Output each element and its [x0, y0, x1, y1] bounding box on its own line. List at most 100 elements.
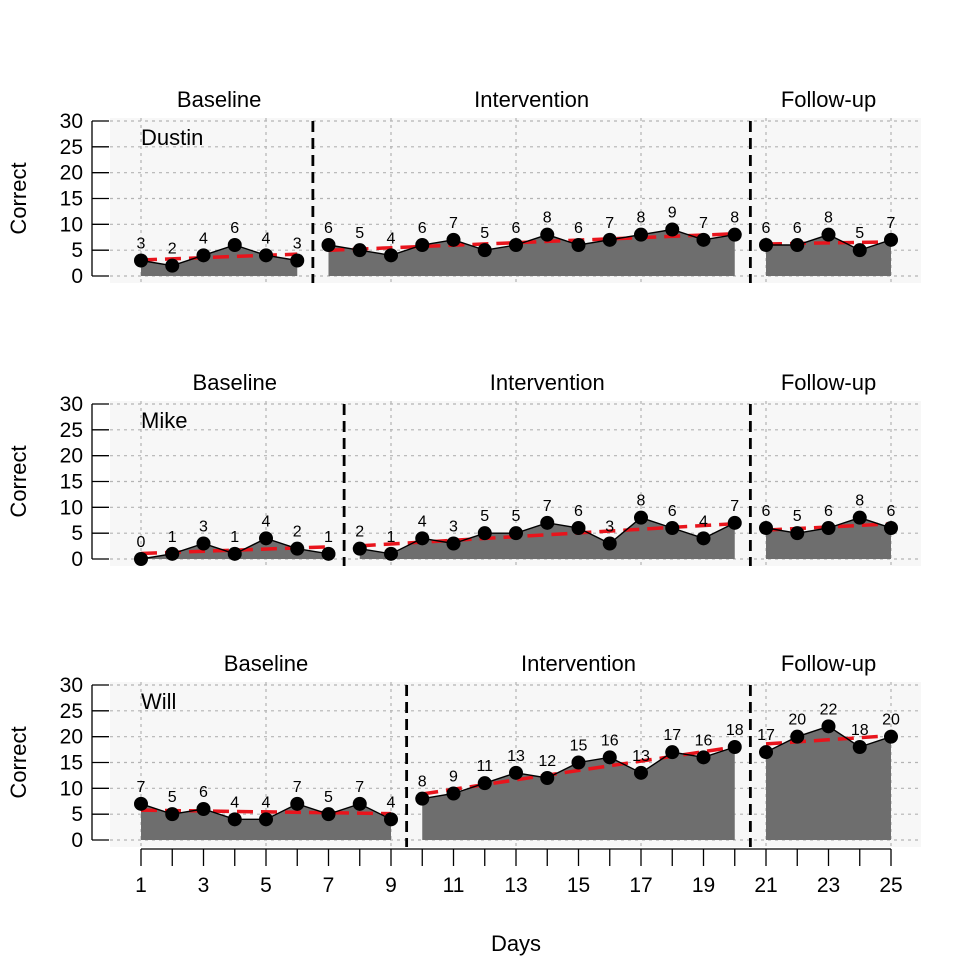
- data-value-label: 15: [570, 738, 588, 755]
- data-point: [415, 531, 430, 546]
- data-value-label: 12: [538, 753, 556, 770]
- data-value-label: 8: [730, 210, 739, 227]
- data-value-label: 17: [663, 727, 681, 744]
- y-axis-label: Correct: [6, 726, 31, 798]
- data-value-label: 2: [355, 524, 364, 541]
- data-point: [352, 541, 367, 556]
- data-point: [821, 521, 836, 535]
- participant-label: Dustin: [141, 125, 203, 150]
- y-tick-label: 5: [71, 803, 83, 826]
- data-point: [259, 531, 273, 546]
- data-value-label: 8: [543, 210, 552, 227]
- data-value-label: 4: [262, 794, 271, 811]
- data-value-label: 13: [632, 748, 650, 765]
- data-point: [790, 729, 805, 744]
- data-value-label: 7: [605, 215, 614, 232]
- data-point: [634, 227, 648, 242]
- data-point: [321, 238, 336, 252]
- trend-line: [140, 808, 392, 816]
- data-point: [446, 786, 461, 801]
- data-value-label: 18: [851, 722, 869, 739]
- data-point: [602, 232, 617, 247]
- phase-area: [422, 747, 735, 840]
- data-point: [227, 546, 242, 561]
- data-value-label: 5: [855, 225, 864, 242]
- data-value-label: 6: [762, 503, 771, 520]
- x-tick-label: 1: [135, 874, 147, 897]
- data-point: [696, 750, 711, 765]
- x-tick-label: 13: [504, 874, 527, 897]
- x-tick-label: 23: [817, 874, 840, 897]
- data-value-label: 6: [824, 503, 833, 520]
- data-value-label: 20: [788, 712, 806, 729]
- data-point: [884, 521, 898, 535]
- data-value-label: 5: [512, 508, 521, 525]
- data-point: [571, 755, 586, 770]
- data-value-label: 7: [887, 215, 896, 232]
- phase-area: [328, 229, 735, 276]
- data-point: [852, 243, 867, 258]
- phase-label: Baseline: [193, 370, 277, 395]
- data-value-label: 4: [262, 230, 271, 247]
- data-point: [290, 253, 305, 268]
- trend-line: [765, 733, 892, 746]
- data-value-label: 4: [230, 794, 239, 811]
- data-value-label: 4: [418, 513, 427, 530]
- data-value-label: 9: [668, 205, 677, 222]
- data-value-label: 3: [449, 519, 458, 536]
- x-tick-label: 5: [260, 874, 272, 897]
- data-value-label: 6: [324, 220, 333, 237]
- data-value-label: 6: [574, 220, 583, 237]
- data-value-label: 6: [887, 503, 896, 520]
- data-point: [290, 796, 305, 811]
- trend-line: [328, 232, 735, 253]
- phase-label: Baseline: [224, 651, 308, 676]
- data-point: [602, 536, 617, 551]
- data-point: [852, 510, 867, 525]
- data-value-label: 5: [168, 789, 177, 806]
- data-value-label: 3: [137, 236, 146, 253]
- data-point: [884, 729, 898, 744]
- y-tick-label: 10: [60, 213, 83, 236]
- data-value-label: 16: [601, 732, 619, 749]
- phase-area: [766, 517, 891, 559]
- data-value-label: 3: [199, 519, 208, 536]
- data-value-label: 6: [762, 220, 771, 237]
- y-tick-label: 0: [71, 829, 83, 852]
- data-value-label: 0: [137, 534, 146, 551]
- y-tick-label: 5: [71, 239, 83, 262]
- y-tick-label: 25: [60, 136, 83, 159]
- data-point: [352, 796, 367, 811]
- phase-label: Intervention: [490, 370, 605, 395]
- data-value-label: 22: [820, 701, 838, 718]
- data-value-label: 2: [168, 241, 177, 258]
- data-point: [696, 531, 711, 546]
- data-value-label: 5: [324, 789, 333, 806]
- x-tick-label: 19: [692, 874, 715, 897]
- data-point: [165, 546, 180, 561]
- data-value-label: 3: [293, 236, 302, 253]
- data-point: [665, 521, 680, 535]
- data-value-label: 8: [637, 493, 646, 510]
- data-point: [540, 515, 555, 530]
- data-point: [415, 791, 430, 806]
- x-tick-label: 17: [629, 874, 652, 897]
- data-value-label: 8: [418, 774, 427, 791]
- data-point: [134, 796, 148, 811]
- data-value-label: 6: [230, 220, 239, 237]
- y-tick-label: 0: [71, 548, 83, 571]
- data-value-label: 20: [882, 712, 900, 729]
- data-value-label: 9: [449, 769, 458, 786]
- data-point: [665, 745, 680, 760]
- data-point: [165, 807, 180, 822]
- data-point: [384, 812, 398, 827]
- data-value-label: 8: [637, 210, 646, 227]
- data-point: [790, 526, 805, 541]
- x-tick-label: 21: [754, 874, 777, 897]
- data-point: [727, 740, 742, 754]
